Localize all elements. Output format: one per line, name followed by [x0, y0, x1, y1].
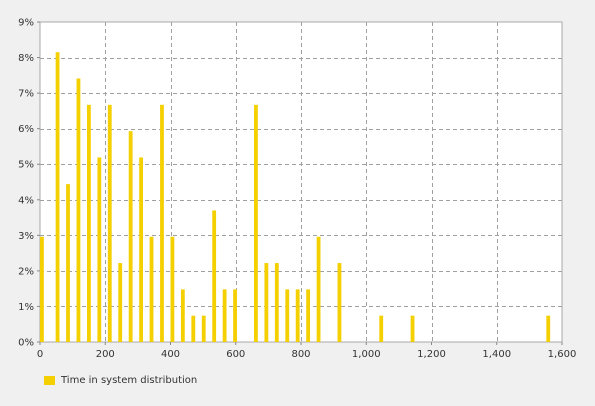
histogram-bar [191, 315, 196, 342]
legend-swatch-icon [44, 376, 55, 385]
x-tick-label: 800 [291, 349, 310, 360]
x-tick-label: 1,000 [352, 349, 381, 360]
y-tick-label: 0% [18, 338, 34, 349]
bars [40, 52, 551, 342]
y-tick-label: 3% [18, 231, 34, 242]
histogram-bar [410, 315, 415, 342]
histogram-bar [170, 236, 175, 342]
histogram-bar [128, 131, 133, 342]
histogram-bar [180, 289, 185, 342]
y-tick-label: 8% [18, 53, 34, 64]
histogram-bar [254, 104, 258, 342]
histogram-bar [285, 289, 290, 342]
x-tick-label: 600 [226, 349, 245, 360]
histogram-bar [264, 263, 269, 342]
legend: Time in system distribution [44, 375, 197, 386]
y-tick-label: 1% [18, 302, 34, 313]
histogram-bar [212, 210, 217, 342]
histogram-bar [274, 263, 279, 342]
y-tick-label: 7% [18, 89, 34, 100]
y-tick-label: 5% [18, 160, 34, 171]
y-axis-ticks: 0% 1% 2% 3% 4% 5% 6% 7% 8% 9% [18, 18, 40, 349]
x-tick-label: 0 [37, 349, 43, 360]
x-tick-label: 200 [96, 349, 115, 360]
histogram-bar [76, 78, 81, 342]
x-tick-label: 1,200 [417, 349, 446, 360]
y-tick-label: 2% [18, 266, 34, 277]
histogram-bar [222, 289, 227, 342]
histogram-bar [97, 157, 102, 342]
histogram-bar [55, 52, 60, 342]
histogram-bar [295, 289, 300, 342]
histogram-bar [40, 236, 44, 342]
x-tick-label: 400 [161, 349, 180, 360]
histogram-bar [316, 236, 321, 342]
histogram-bar [160, 104, 164, 342]
histogram-bar [66, 184, 70, 342]
histogram-bar [118, 263, 123, 342]
histogram-bar [546, 315, 551, 342]
legend-label: Time in system distribution [61, 375, 198, 386]
x-tick-label: 1,400 [482, 349, 511, 360]
histogram-bar [306, 289, 311, 342]
histogram-bar [201, 315, 206, 342]
x-tick-label: 1,600 [548, 349, 577, 360]
histogram-bar [233, 289, 237, 342]
histogram-bar [149, 236, 154, 342]
histogram-bar [86, 104, 91, 342]
y-tick-label: 6% [18, 124, 34, 135]
x-axis-ticks: 0 200 400 600 800 1,000 1,200 1,400 1,600 [37, 342, 577, 360]
histogram-bar [337, 263, 342, 342]
y-tick-label: 9% [18, 18, 34, 29]
histogram-bar [107, 104, 112, 342]
histogram-bar [139, 157, 143, 342]
histogram-bar [379, 315, 384, 342]
y-tick-label: 4% [18, 195, 34, 206]
